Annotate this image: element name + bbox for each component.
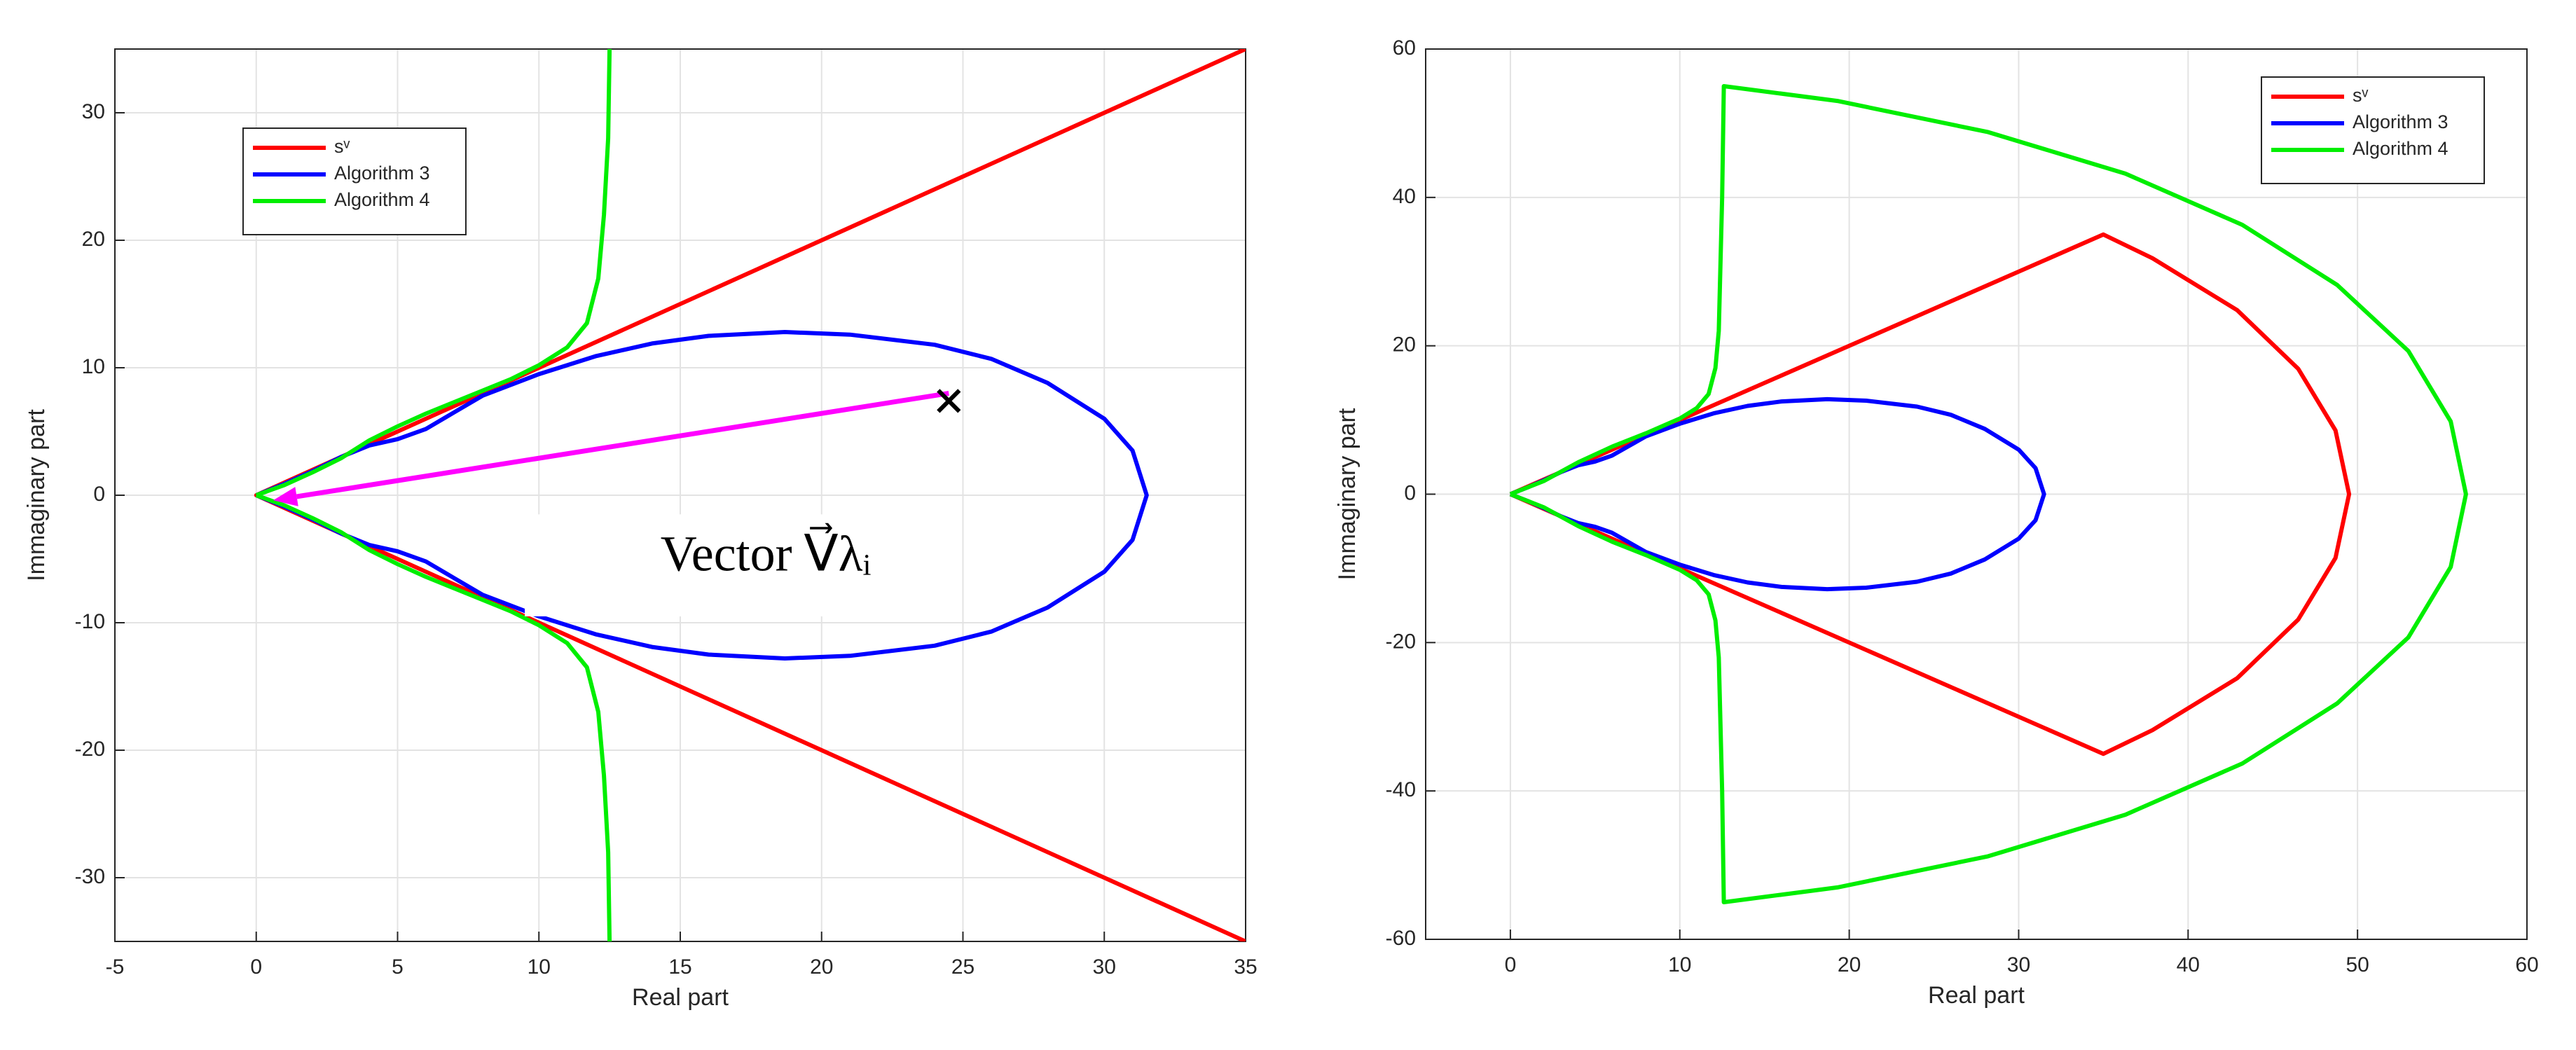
axes-box xyxy=(1425,48,2528,940)
x-tick-label: 40 xyxy=(2177,953,2200,976)
series-line xyxy=(1509,84,2468,904)
y-axis-label: Immaginary part xyxy=(23,409,50,581)
x-tick-label: 0 xyxy=(1505,953,1517,976)
annotation: Vector V⃗λᵢ xyxy=(661,523,872,581)
y-tick-label: 40 xyxy=(1393,185,1416,208)
x-tick-label: 35 xyxy=(1234,955,1257,979)
x-tick-label: 5 xyxy=(392,955,404,979)
legend-label: Algorithm 3 xyxy=(334,163,430,184)
series-line xyxy=(1509,232,2352,757)
legend-label: Algorithm 4 xyxy=(334,189,430,210)
y-tick-label: 20 xyxy=(82,228,105,251)
y-tick-label: 0 xyxy=(1404,481,1416,504)
y-tick-label: 60 xyxy=(1393,36,1416,60)
y-tick-label: -30 xyxy=(75,865,105,888)
x-tick-label: 50 xyxy=(2346,953,2369,976)
series-line xyxy=(1509,396,2046,592)
legend-label: Algorithm 3 xyxy=(2353,111,2448,132)
x-tick-label: 20 xyxy=(1838,953,1861,976)
x-tick-label: 30 xyxy=(2007,953,2030,976)
y-tick-label: -20 xyxy=(75,738,105,761)
x-tick-label: 0 xyxy=(250,955,262,979)
series-line xyxy=(255,49,612,941)
y-tick-label: -10 xyxy=(75,610,105,633)
x-tick-label: 15 xyxy=(668,955,691,979)
x-axis-label: Real part xyxy=(1928,982,2025,1009)
axes-box xyxy=(114,48,1246,942)
arrow-head xyxy=(273,487,298,506)
series-line xyxy=(255,330,1149,661)
legend-label: sᵛ xyxy=(2353,85,2369,106)
x-tick-label: 10 xyxy=(528,955,551,979)
y-tick-label: -60 xyxy=(1386,927,1416,950)
x-tick-label: 10 xyxy=(1668,953,1691,976)
y-tick-label: 0 xyxy=(93,483,105,506)
legend-label: Algorithm 4 xyxy=(2353,138,2448,159)
x-tick-label: 60 xyxy=(2515,953,2538,976)
x-tick-label: 30 xyxy=(1093,955,1116,979)
x-tick-label: 20 xyxy=(810,955,833,979)
legend-label: sᵛ xyxy=(334,136,350,157)
y-tick-label: 10 xyxy=(82,355,105,378)
marker-cross xyxy=(937,389,961,413)
x-tick-label: -5 xyxy=(106,955,125,979)
y-tick-label: -40 xyxy=(1386,778,1416,801)
arrow-shaft xyxy=(296,390,949,499)
annotation-bg xyxy=(525,514,949,616)
y-tick-label: -20 xyxy=(1386,630,1416,653)
y-tick-label: 20 xyxy=(1393,333,1416,357)
y-axis-label: Immaginary part xyxy=(1334,408,1361,580)
x-axis-label: Real part xyxy=(632,984,729,1011)
y-tick-label: 30 xyxy=(82,100,105,123)
x-tick-label: 25 xyxy=(951,955,974,979)
